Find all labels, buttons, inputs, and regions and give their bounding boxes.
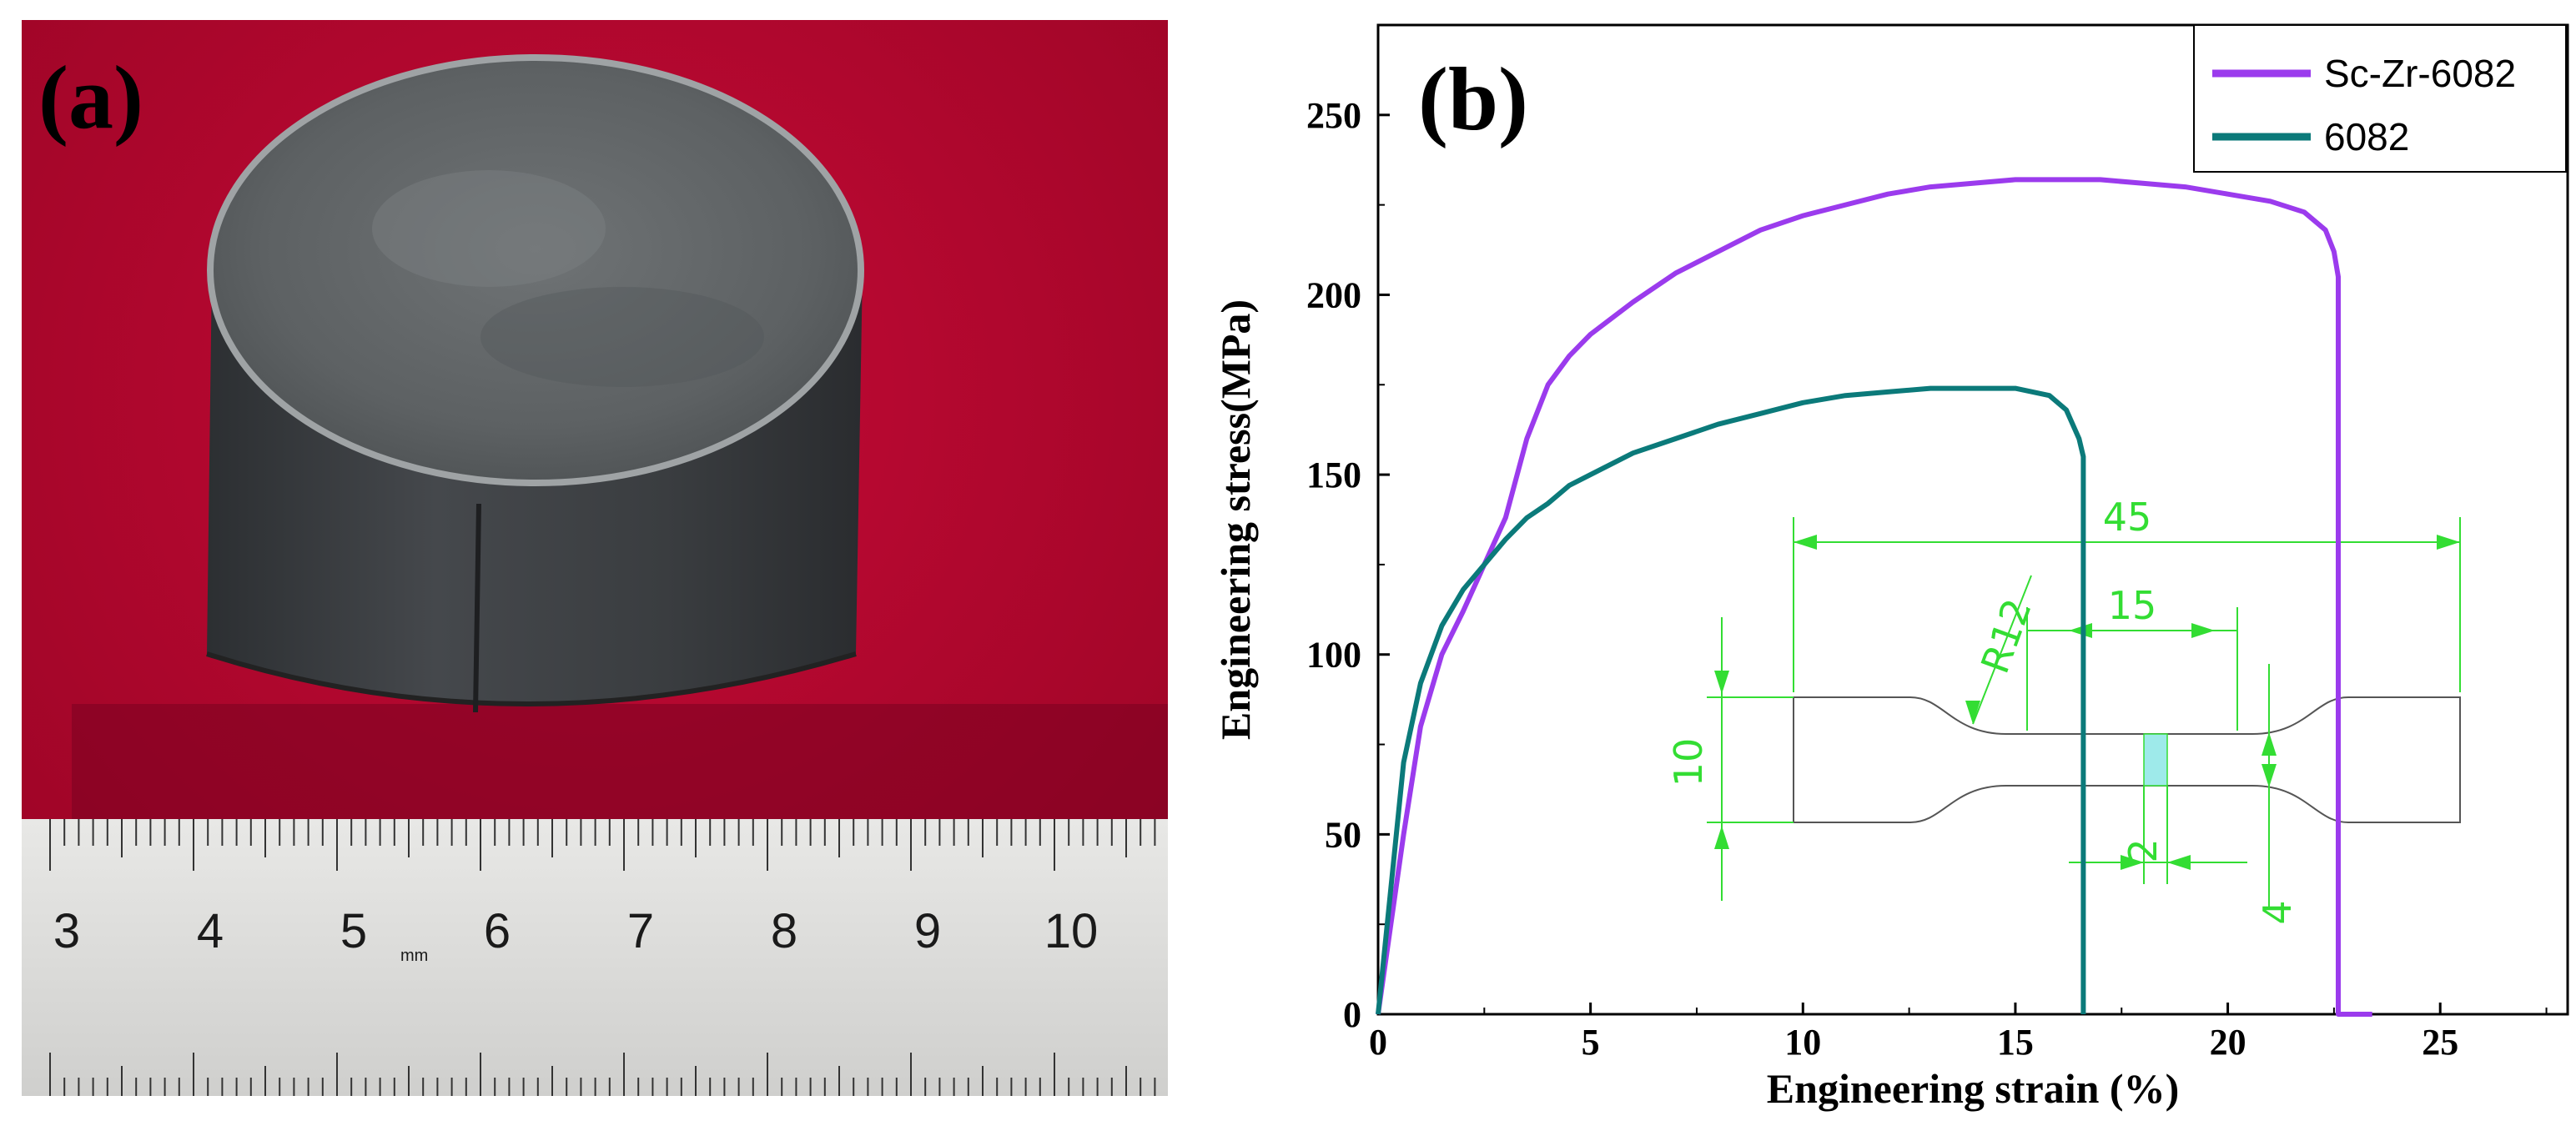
dimension-arrow <box>1965 701 1980 724</box>
dimension-arrow <box>2121 855 2144 870</box>
ruler-number: 7 <box>627 904 654 958</box>
legend-entry: 6082 <box>2324 115 2409 158</box>
radius-leader <box>1972 575 2032 725</box>
dimension-4: 4 <box>2255 900 2300 924</box>
dimension-arrow <box>2191 623 2215 638</box>
chart-series <box>1376 177 2372 1017</box>
ruler-number: 9 <box>914 904 941 958</box>
series-line-0 <box>1376 177 2372 1017</box>
ruler: 3 4 5 6 7 8 9 10 mm <box>22 819 1168 1096</box>
dimension-15: 15 <box>2108 583 2157 628</box>
y-tick-label: 200 <box>1306 274 1361 315</box>
dimension-arrow <box>2069 623 2092 638</box>
x-tick-label: 10 <box>1784 1022 1821 1063</box>
x-tick-label: 0 <box>1369 1022 1387 1063</box>
dimension-45: 45 <box>2103 495 2152 540</box>
ruler-ticks <box>49 819 1156 1096</box>
y-tick-label: 0 <box>1343 994 1361 1035</box>
y-axis-title: Engineering stress(MPa) <box>1212 299 1259 740</box>
series-line-1 <box>1376 385 2086 1015</box>
x-tick-label: 25 <box>2422 1022 2458 1063</box>
dimension-r12: R12 <box>1972 593 2040 680</box>
ruler-number: 4 <box>197 904 224 958</box>
ruler-number: 5 <box>340 904 367 958</box>
dimension-arrow <box>1794 535 1817 550</box>
sample-photo: 3 4 5 6 7 8 9 10 mm <box>22 20 1168 1096</box>
legend-box <box>2193 24 2567 173</box>
ruler-number: 6 <box>484 904 511 958</box>
ruler-number: 3 <box>53 904 80 958</box>
dimension-arrow <box>2167 855 2191 870</box>
ruler-number: 10 <box>1044 904 1099 958</box>
dimension-10: 10 <box>1666 738 1711 787</box>
dimension-arrow <box>2262 764 2277 787</box>
gauge-section <box>2143 733 2168 787</box>
specimen-drawing: 45 15 R12 10 2 4 <box>1666 495 2461 925</box>
chart-panel: 45 15 R12 10 2 4 0 5 10 15 20 25 0 50 100 150 200 250 Sc… <box>1185 0 2576 1141</box>
dimension-arrow <box>2262 732 2277 756</box>
x-axis-title: Engineering strain (%) <box>1767 1065 2179 1112</box>
y-tick-label: 100 <box>1306 635 1361 676</box>
dimension-arrow <box>2437 535 2460 550</box>
y-tick-label: 250 <box>1306 95 1361 136</box>
ruler-numbers: 3 4 5 6 7 8 9 10 <box>53 904 1098 958</box>
photo-panel: 3 4 5 6 7 8 9 10 mm (a) <box>22 20 1168 1096</box>
y-tick-label: 50 <box>1325 814 1361 855</box>
plot-frame <box>1376 23 2569 1016</box>
x-tick-label: 20 <box>2210 1022 2246 1063</box>
ruler-unit-label: mm <box>400 947 428 965</box>
panel-b-label: (b) <box>1418 50 1528 149</box>
specimen-outline <box>1793 696 2461 823</box>
legend-entry: Sc-Zr-6082 <box>2324 52 2516 95</box>
dimension-arrow <box>1714 826 1729 849</box>
dimension-arrow <box>1714 671 1729 694</box>
panel-a-label: (a) <box>38 48 143 148</box>
dimension-2: 2 <box>2121 838 2166 862</box>
x-tick-label: 15 <box>1997 1022 2034 1063</box>
x-tick-label: 5 <box>1582 1022 1600 1063</box>
chart-legend: Sc-Zr-6082 6082 <box>2193 24 2567 173</box>
y-tick-label: 150 <box>1306 455 1361 495</box>
ruler-number: 8 <box>771 904 797 958</box>
